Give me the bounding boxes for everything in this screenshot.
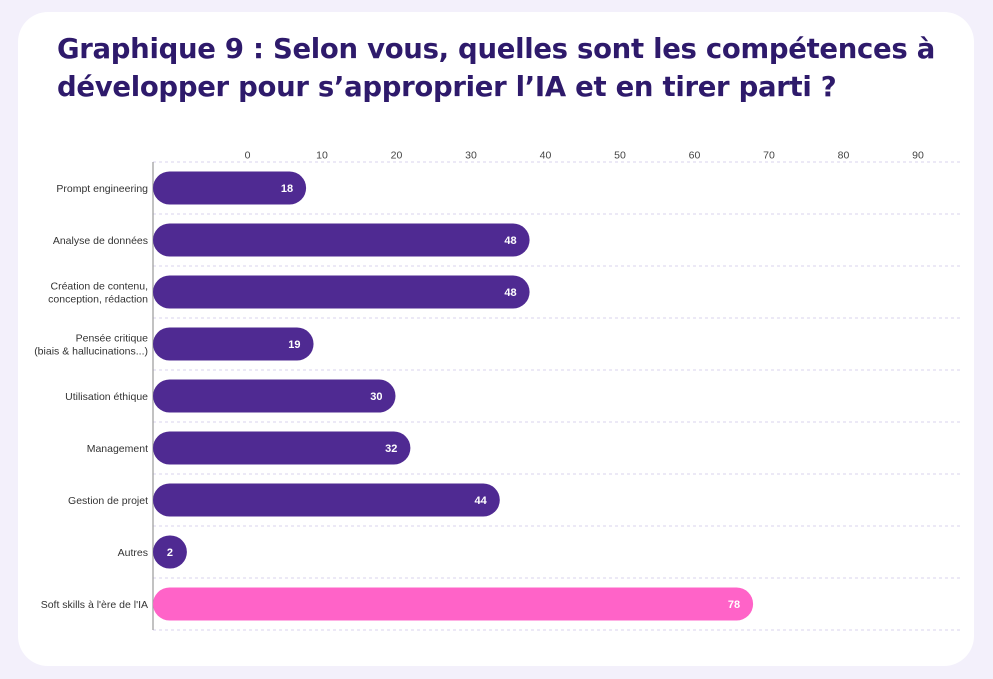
x-tick-label: 60 [689,150,701,162]
bar [153,535,187,569]
category-label: Prompt engineering [56,183,148,195]
x-tick-label: 80 [838,150,850,162]
bar-value-label: 2 [167,547,173,559]
bar [153,275,530,309]
bar-value-label: 19 [288,339,300,351]
chart-title: Graphique 9 : Selon vous, quelles sont l… [57,33,936,103]
bar-value-label: 48 [504,235,516,247]
x-tick-label: 30 [465,150,477,162]
bar [153,587,754,621]
bar [153,379,396,413]
category-label: Utilisation éthique [65,391,148,403]
category-label: Création de contenu, conception, rédactio… [48,281,148,306]
category-label: Management [87,443,148,455]
x-tick-label: 70 [763,150,775,162]
bar [153,483,500,517]
bar [153,431,411,465]
bar-value-label: 30 [370,391,382,403]
category-label: Analyse de données [53,235,148,247]
bar-value-label: 18 [281,183,293,195]
x-tick-label: 10 [316,150,328,162]
category-label: Pensée critique (biais & hallucinations..… [34,333,148,358]
x-tick-label: 50 [614,150,626,162]
bar [153,171,307,205]
bar-value-label: 32 [385,443,397,455]
bar [153,327,314,361]
category-label: Soft skills à l'ère de l'IA [41,599,148,611]
x-tick-label: 40 [540,150,552,162]
x-tick-label: 20 [391,150,403,162]
x-tick-label: 0 [245,150,251,162]
x-tick-label: 90 [912,150,924,162]
bar-value-label: 78 [728,599,740,611]
bar-value-label: 44 [475,495,488,507]
bar [153,223,530,257]
category-label: Autres [118,547,148,559]
bar-value-label: 48 [504,287,516,299]
category-label: Gestion de projet [68,495,148,507]
